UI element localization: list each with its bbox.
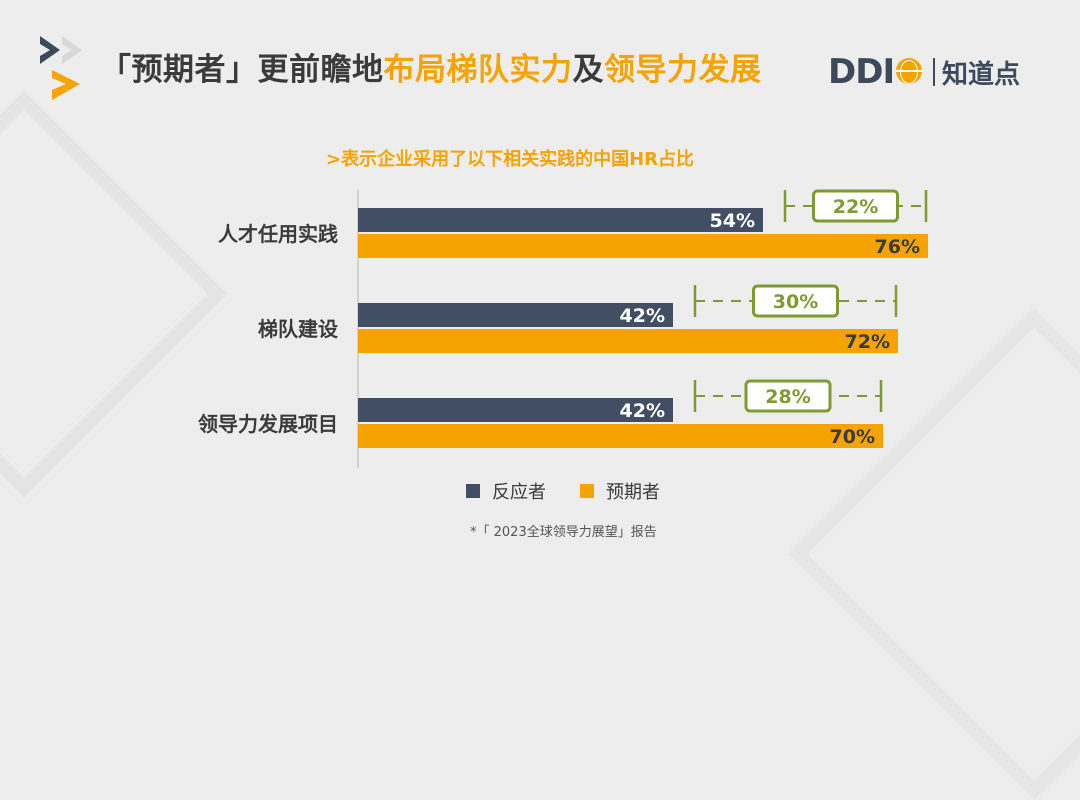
data-label-anticipator: 76% xyxy=(875,236,920,258)
zhidaodian-logo: 知道点 xyxy=(942,60,1021,90)
bar-reactor xyxy=(358,208,763,232)
ddi-logo: DDI xyxy=(828,52,895,92)
category-label: 梯队建设 xyxy=(258,317,338,341)
bar-anticipator xyxy=(358,329,898,353)
bar-anticipator xyxy=(358,234,928,258)
bar-anticipator xyxy=(358,424,883,448)
chevron-logo-icon xyxy=(40,36,82,100)
data-label-anticipator: 70% xyxy=(830,426,875,448)
legend-label-reactor: 反应者 xyxy=(492,482,546,503)
legend-swatch-reactor xyxy=(466,484,480,498)
title-part: 及 xyxy=(572,52,604,88)
gap-label: 28% xyxy=(765,386,810,408)
gap-label: 30% xyxy=(773,291,818,313)
category-label: 人才任用实践 xyxy=(218,222,338,246)
footnote: *「 2023全球领导力展望」报告 xyxy=(470,525,657,540)
gap-label: 22% xyxy=(833,196,878,218)
data-label-reactor: 42% xyxy=(620,400,665,422)
category-label: 领导力发展项目 xyxy=(198,412,338,436)
data-label-anticipator: 72% xyxy=(845,331,890,353)
bar-reactor xyxy=(358,303,673,327)
gap-badge xyxy=(752,284,839,318)
page-title: 「预期者」更前瞻地布局梯队实力及领导力发展 xyxy=(100,44,762,89)
logo-divider xyxy=(933,58,935,86)
data-label-reactor: 54% xyxy=(710,210,755,232)
title-part: 「预期者」更前瞻地 xyxy=(100,52,384,88)
globe-icon xyxy=(896,58,922,84)
legend-swatch-anticipator xyxy=(580,484,594,498)
gap-badge xyxy=(744,379,832,413)
chart-legend: 反应者 预期者 xyxy=(466,478,694,504)
bar-reactor xyxy=(358,398,673,422)
title-highlight: 布局梯队实力 xyxy=(383,52,573,88)
bar-chart: 人才任用实践 54% 76% 22% 梯队建设 42% 72% 30% 领导力发展项目 42% 70… xyxy=(198,189,928,468)
legend-item-anticipator: 预期者 xyxy=(580,478,660,504)
legend-label-anticipator: 预期者 xyxy=(606,482,660,503)
brand-logo: DDI 知道点 xyxy=(828,52,1038,96)
chart-title: >表示企业采用了以下相关实践的中国HR占比 xyxy=(326,149,695,170)
title-highlight: 领导力发展 xyxy=(604,52,762,88)
legend-item-reactor: 反应者 xyxy=(466,478,546,504)
gap-badge xyxy=(812,189,899,223)
data-label-reactor: 42% xyxy=(620,305,665,327)
